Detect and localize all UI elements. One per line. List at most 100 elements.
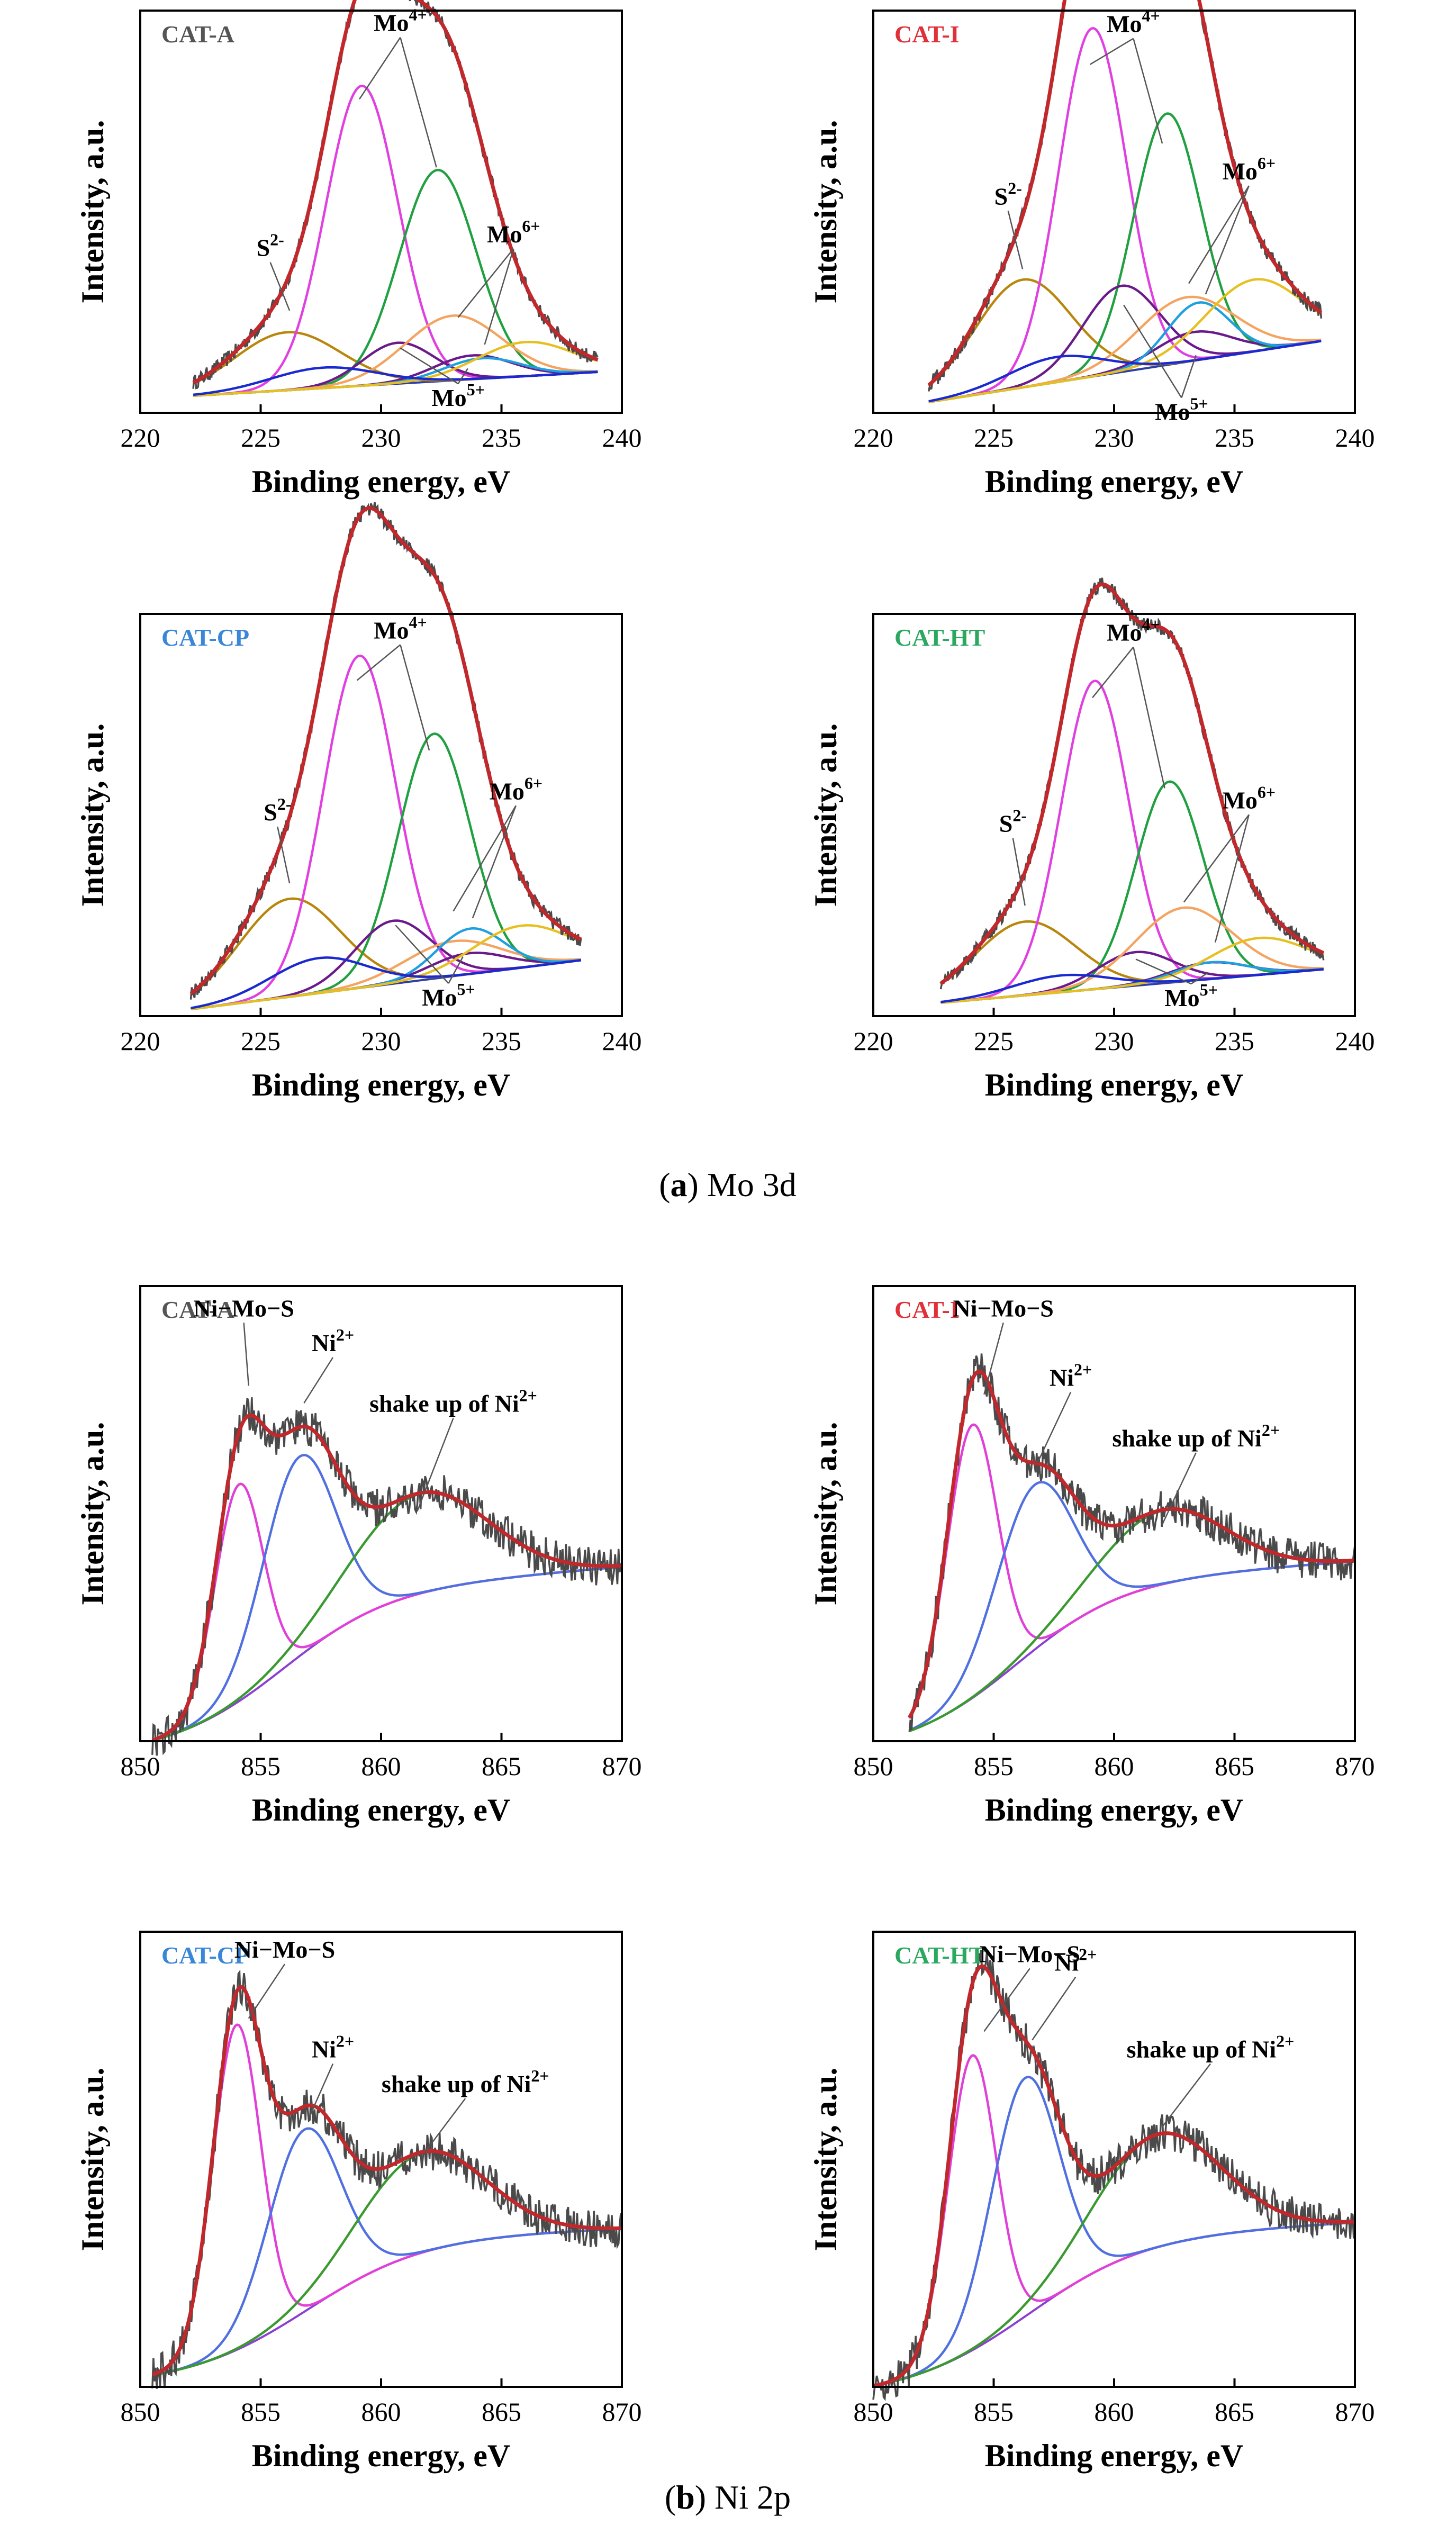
caption-ni2p: (b) Ni 2p	[665, 2478, 791, 2516]
y-axis-label: Intensity, a.u.	[808, 1422, 843, 1606]
y-axis-label: Intensity, a.u.	[808, 723, 843, 907]
annotation-leader	[1032, 1977, 1077, 2041]
peak-annotation: Mo6+	[1222, 153, 1276, 185]
annotation-leader	[1135, 958, 1192, 985]
peak-annotation: Mo4+	[374, 612, 427, 644]
x-axis-label: Binding energy, eV	[985, 464, 1243, 499]
annotation-leader	[1181, 355, 1197, 398]
annotation-leader	[1036, 1391, 1072, 1464]
x-tick-label: 870	[1335, 1751, 1375, 1781]
x-axis-label: Binding energy, eV	[252, 464, 510, 499]
x-tick-label: 865	[1215, 1751, 1254, 1781]
x-tick-label: 860	[361, 2397, 401, 2427]
annotation-leader	[1133, 38, 1163, 144]
fit-component-mo-bg-peak	[940, 968, 1324, 1003]
fit-component-mo6-c	[193, 340, 599, 397]
panel-label: CAT-A	[161, 1296, 234, 1323]
x-tick-label: 225	[974, 423, 1014, 452]
annotation-leader	[417, 1418, 454, 1512]
x-tick-label: 240	[1335, 423, 1375, 452]
annotation-leader	[1123, 304, 1182, 399]
annotation-leader	[457, 368, 468, 384]
panels: 220 225 230 235 240 Binding energy, eV Intensi…	[75, 0, 1375, 2473]
x-tick-label: 865	[482, 1751, 521, 1781]
x-axis-label: Binding energy, eV	[985, 1067, 1243, 1102]
peak-annotation: Mo6+	[487, 216, 540, 248]
chart-mo_cat_i: 220 225 230 235 240 Binding energy, eV Intensi…	[808, 0, 1375, 499]
x-tick-label: 865	[1215, 2397, 1254, 2427]
x-axis-label: Binding energy, eV	[252, 1793, 510, 1827]
x-tick-label: 240	[1335, 1026, 1375, 1056]
fit-component-mo-bg-peak	[928, 340, 1322, 403]
peak-annotation: S2-	[264, 794, 291, 826]
x-tick-label: 220	[121, 1026, 160, 1056]
panel-label: CAT-CP	[161, 624, 249, 651]
x-tick-label: 870	[602, 2397, 642, 2427]
raw-spectrum	[151, 1397, 623, 1756]
x-tick-label: 225	[241, 1026, 281, 1056]
x-tick-label: 870	[602, 1751, 642, 1781]
x-tick-label: 240	[602, 423, 642, 452]
annotation-leader	[983, 1323, 1004, 1395]
peak-annotation: Mo4+	[1107, 615, 1160, 646]
peak-annotation: shake up of Ni2+	[1112, 1420, 1280, 1452]
x-tick-label: 235	[482, 423, 521, 452]
caption-mo3d-letter: a	[671, 1166, 688, 1203]
x-tick-label: 855	[241, 1751, 281, 1781]
background-line	[873, 2221, 1355, 2387]
raw-spectrum	[192, 0, 599, 390]
annotation-leader	[423, 2098, 466, 2153]
annotation-leader	[248, 1963, 286, 2019]
y-axis-label: Intensity, a.u.	[75, 1422, 110, 1606]
fit-component-mo4-3d5-2	[940, 680, 1324, 1004]
peak-annotation: Ni−Mo−S	[980, 1940, 1080, 1967]
annotation-leader	[1161, 1452, 1197, 1525]
peak-annotation: S2-	[999, 806, 1027, 837]
x-tick-label: 850	[854, 2397, 893, 2427]
peak-annotation: shake up of Ni2+	[382, 2066, 549, 2097]
panel-label: CAT-I	[894, 21, 960, 48]
annotation-leader	[303, 1357, 334, 1404]
fit-envelope	[189, 506, 582, 995]
peak-annotation: Mo6+	[489, 773, 542, 804]
x-tick-label: 220	[854, 1026, 893, 1056]
y-axis-label: Intensity, a.u.	[808, 120, 843, 304]
panel-label: CAT-CP	[161, 1942, 249, 1969]
caption-mo3d: (a) Mo 3d	[659, 1166, 797, 1203]
fit-envelope	[939, 582, 1325, 985]
caption-mo3d-text: Mo 3d	[699, 1166, 797, 1203]
x-tick-label: 860	[361, 1751, 401, 1781]
x-tick-label: 235	[1215, 1026, 1254, 1056]
x-tick-label: 230	[1095, 423, 1134, 452]
x-tick-label: 225	[974, 1026, 1014, 1056]
peak-annotation: Mo5+	[1155, 394, 1208, 426]
x-tick-label: 850	[854, 1751, 893, 1781]
annotation-leader	[277, 826, 291, 884]
peak-annotation: Ni2+	[1050, 1360, 1092, 1391]
peak-annotation: Ni2+	[1054, 1945, 1097, 1976]
raw-spectrum	[908, 1353, 1356, 1732]
peak-annotation: Mo4+	[374, 5, 427, 37]
fit-component-ni-mo-s	[908, 1423, 1355, 1719]
panel-label: CAT-A	[161, 21, 234, 48]
y-axis-label: Intensity, a.u.	[75, 2068, 110, 2251]
peak-annotation: Mo6+	[1222, 782, 1276, 813]
annotation-leader	[269, 262, 291, 311]
chart-ni_cat_i: 850 855 860 865 870 Binding energy, eV Intensi…	[808, 1285, 1375, 1827]
fit-envelope	[192, 0, 599, 385]
fit-envelope	[151, 1413, 622, 1742]
annotation-leader	[453, 805, 517, 912]
x-axis-label: Binding energy, eV	[252, 2438, 510, 2473]
fit-component-mo6-b	[928, 301, 1322, 403]
panel-label: CAT-HT	[894, 624, 985, 651]
annotation-leader	[472, 805, 517, 919]
chart-ni_cat_cp: 850 855 860 865 870 Binding energy, eV Intensi…	[75, 1931, 642, 2473]
x-tick-label: 230	[1095, 1026, 1134, 1056]
x-tick-label: 220	[121, 423, 160, 452]
annotation-leader	[484, 248, 514, 345]
chart-mo_cat_a: 220 225 230 235 240 Binding energy, eV Intensi…	[75, 0, 642, 499]
x-tick-label: 225	[241, 423, 281, 452]
annotation-leader	[1214, 814, 1250, 943]
x-tick-label: 855	[974, 1751, 1014, 1781]
